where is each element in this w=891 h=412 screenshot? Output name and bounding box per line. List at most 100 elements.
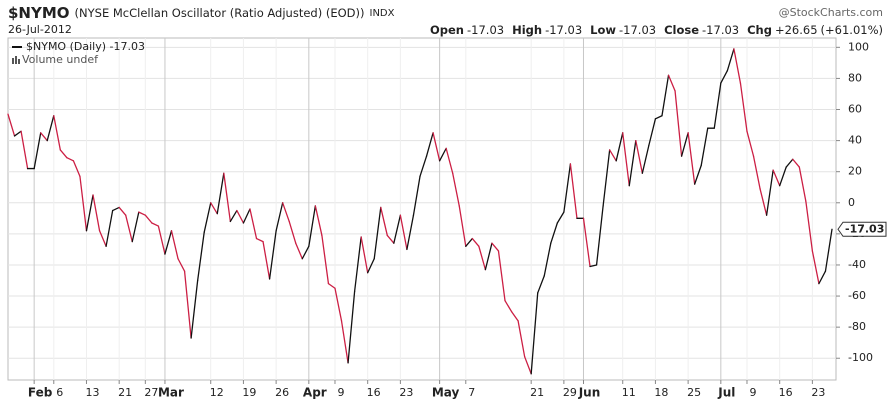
line-segment <box>92 194 101 232</box>
line-segment <box>85 194 94 232</box>
line-segment <box>635 139 643 174</box>
line-segment <box>759 188 768 216</box>
line-segment <box>432 132 441 162</box>
line-segment <box>674 90 683 157</box>
quote-label: Close <box>664 23 699 37</box>
line-segment <box>746 130 755 157</box>
line-segment <box>713 82 722 129</box>
x-tick-label: Jul <box>717 386 735 400</box>
x-tick-label: Feb <box>28 386 53 400</box>
y-tick-label: -100 <box>848 351 873 364</box>
date: 26-Jul-2012 <box>8 23 72 36</box>
line-segment <box>752 155 761 190</box>
line-segment <box>818 270 827 285</box>
line-segment <box>118 206 127 216</box>
line-segment <box>628 139 637 187</box>
line-segment <box>537 275 545 294</box>
y-tick-label: -40 <box>848 258 866 271</box>
plot-frame <box>7 37 837 381</box>
quote-label: High <box>512 23 542 37</box>
line-segment <box>648 118 657 146</box>
line-segment <box>360 236 369 274</box>
x-tick-label: 7 <box>468 386 475 399</box>
y-tick-label: 80 <box>848 71 862 84</box>
y-tick-label: 40 <box>848 134 862 147</box>
legend-entry: $NYMO (Daily) -17.03 <box>26 40 145 53</box>
volume-icon <box>12 58 14 64</box>
y-tick-label: 100 <box>848 40 869 53</box>
x-tick-label: 6 <box>56 386 63 399</box>
line-segment <box>811 250 820 285</box>
line-segment <box>177 258 186 272</box>
line-segment <box>111 206 120 212</box>
line-segment <box>452 172 460 207</box>
last-value-label: -17.03 <box>845 222 884 235</box>
line-segment <box>229 209 238 223</box>
line-segment <box>170 230 179 260</box>
line-segment <box>367 258 375 274</box>
line-segment <box>412 175 421 216</box>
line-segment <box>779 166 787 187</box>
line-segment <box>824 228 833 272</box>
line-segment <box>216 172 225 215</box>
line-segment <box>46 115 55 142</box>
x-tick-label: 23 <box>811 386 825 399</box>
line-segment <box>589 264 598 268</box>
change-value: +26.65 <box>775 23 818 37</box>
line-segment <box>517 320 526 358</box>
line-segment <box>478 245 487 271</box>
line-segment <box>726 48 735 72</box>
line-segment <box>249 208 258 240</box>
line-segment <box>13 130 22 137</box>
line-segment <box>255 237 264 243</box>
line-segment <box>105 209 114 247</box>
x-tick-label: 12 <box>210 386 224 399</box>
source: @StockCharts.com <box>779 6 883 19</box>
x-tick-label: 21 <box>530 386 544 399</box>
line-segment <box>484 242 493 271</box>
line-segment <box>399 214 408 251</box>
line-segment <box>157 225 166 255</box>
line-segment <box>53 115 61 151</box>
line-segment <box>805 200 814 252</box>
line-segment <box>523 356 532 375</box>
line-segment <box>609 149 617 162</box>
line-segment <box>190 279 199 339</box>
y-tick-label: 60 <box>848 103 862 116</box>
line-segment <box>327 282 336 289</box>
line-segment <box>569 163 578 219</box>
quote-value: -17.03 <box>545 23 582 37</box>
line-segment <box>275 202 284 232</box>
line-segment <box>353 236 362 293</box>
line-segment <box>680 132 689 157</box>
volume-icon <box>18 59 20 64</box>
line-segment <box>144 214 153 224</box>
line-segment <box>563 163 572 213</box>
change-label: Chg <box>747 23 772 37</box>
line-segment <box>641 144 650 174</box>
line-segment <box>386 234 395 244</box>
line-segment <box>282 202 290 223</box>
line-segment <box>314 205 323 237</box>
change-pct: (+61.01%) <box>821 23 883 37</box>
line-segment <box>125 214 133 243</box>
line-segment <box>20 130 29 170</box>
quote-line: Open -17.03 High -17.03 Low -17.03 Close -17.03… <box>430 23 883 37</box>
line-segment <box>543 242 552 277</box>
x-tick-label: Apr <box>303 386 327 400</box>
x-tick-label: Mar <box>158 386 184 400</box>
last-value-tag <box>837 221 887 237</box>
line-segment <box>510 310 519 322</box>
line-segment <box>687 132 696 185</box>
line-segment <box>615 132 624 162</box>
quote-label: Open <box>430 23 464 37</box>
line-segment <box>151 222 160 227</box>
line-segment <box>550 222 558 244</box>
line-segment <box>792 158 800 168</box>
line-segment <box>471 237 480 247</box>
line-segment <box>98 230 107 247</box>
line-segment <box>419 155 428 178</box>
volume-icon <box>15 56 17 64</box>
chart-title: (NYSE McClellan Oscillator (Ratio Adjust… <box>75 6 365 20</box>
